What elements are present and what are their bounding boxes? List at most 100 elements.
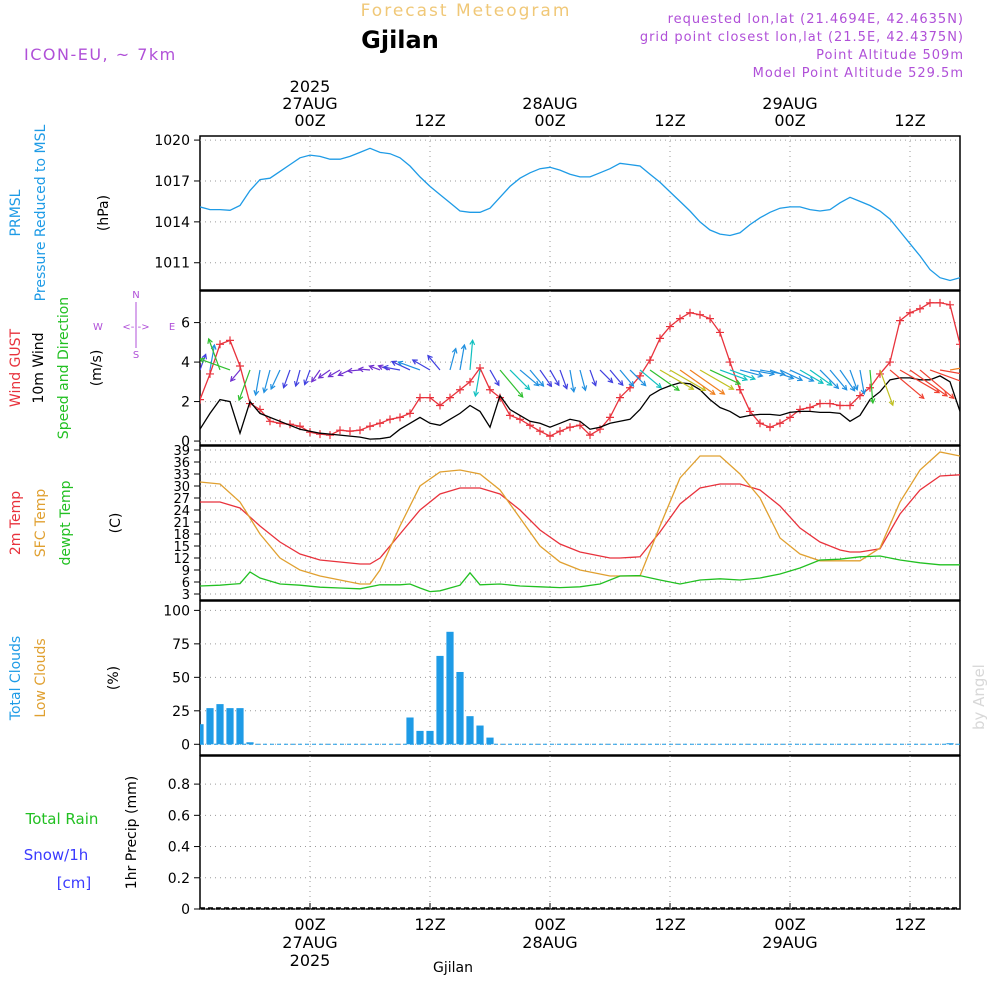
wind-arrow	[769, 369, 794, 380]
wind-arrow	[412, 359, 431, 371]
pressure-plot-area	[200, 147, 960, 282]
wind-arrow	[499, 369, 524, 398]
wind-arrow	[209, 344, 216, 371]
wind-arrow-head	[427, 354, 433, 361]
clouds-bar	[446, 631, 454, 745]
clouds-bar	[456, 671, 464, 745]
panels: 1011 1014 1017 1020 PRMSL Pressure Reduced to…	[8, 124, 961, 918]
wind-arrow	[709, 369, 741, 385]
wind-arrow	[238, 369, 251, 401]
wind-gust-marker	[716, 328, 724, 337]
wind-arrow	[318, 369, 331, 379]
wind-gust-marker	[776, 419, 784, 428]
wind-arrow	[369, 365, 381, 371]
wind-arrow-head	[524, 384, 531, 391]
compass-west: W	[93, 322, 103, 333]
wind-gust-marker	[856, 391, 864, 400]
wind-arrow	[719, 369, 748, 381]
wind-arrow	[619, 369, 634, 387]
clouds-ylabel-line: (%)	[106, 666, 122, 690]
wind-gust-marker	[566, 423, 574, 432]
wind-gust-marker	[666, 322, 674, 331]
wind-arrow	[459, 344, 466, 371]
wind-ylabel-line: Wind GUST	[8, 328, 24, 407]
panel-clouds: 0 25 50 75 100 Total Clouds Low Clouds (%)	[8, 600, 961, 756]
wind-arrow	[739, 369, 763, 377]
wind-arrow	[208, 338, 221, 371]
time-label-bottom: 12Z	[894, 915, 925, 934]
wind-arrow-head	[728, 384, 735, 390]
precip-ytick-label: 0.2	[168, 871, 190, 887]
time-label-bottom: 12Z	[414, 915, 445, 934]
wind-gust-marker	[676, 314, 684, 323]
clouds-bar	[436, 655, 444, 745]
wind-arrow-head	[591, 380, 598, 387]
panel-precip: 0 0.2 0.4 0.6 0.8 1hr Precip (mm) Total Rain Sn…	[24, 755, 961, 918]
precip-legend-line: Snow/1h	[24, 846, 89, 864]
precip-ylabel-line: 1hr Precip (mm)	[124, 776, 140, 889]
wind-arrow-head	[282, 382, 288, 389]
wind-gust-marker	[756, 419, 764, 428]
wind-gust-marker	[836, 401, 844, 410]
wind-gust-marker	[436, 401, 444, 410]
wind-arrow-head	[700, 385, 707, 391]
wind-arrow	[729, 369, 756, 380]
wind-arrow	[519, 369, 540, 387]
wind-arrow	[929, 369, 960, 382]
clouds-bar	[486, 737, 494, 745]
wind-arrow	[599, 369, 613, 383]
clouds-ytick-label: 50	[172, 670, 190, 686]
wind-gust-marker	[606, 413, 614, 422]
wind-gust-marker	[586, 431, 594, 440]
wind-gust-marker	[200, 395, 204, 404]
model-altitude: Model Point Altitude 529.5m	[753, 66, 964, 81]
precip-legend-line: Total Rain	[25, 810, 99, 828]
wind-arrow	[383, 366, 401, 371]
wind-arrow-head	[253, 390, 260, 397]
panel-pressure: 1011 1014 1017 1020 PRMSL Pressure Reduced to…	[8, 124, 961, 301]
wind-arrow-head	[941, 391, 949, 397]
pressure-ytick-label: 1011	[154, 256, 190, 272]
wind-arrow-head	[237, 395, 244, 402]
wind-ylabel-line: (m/s)	[89, 350, 105, 387]
wind-gust-marker	[926, 298, 934, 307]
wind-arrow	[449, 348, 457, 371]
wind-gust-marker	[906, 308, 914, 317]
wind-arrow	[909, 369, 948, 397]
wind-arrow	[779, 369, 803, 381]
temperature-ylabel-line: 2m Temp	[8, 491, 24, 555]
wind-gust-marker	[536, 427, 544, 436]
wind-arrow-head	[303, 379, 309, 386]
temperature-ytick-label: 39	[173, 444, 190, 459]
wind-arrow	[629, 369, 647, 387]
watermark: by Angel	[970, 664, 988, 730]
wind-arrow-head	[640, 380, 647, 387]
wind-gust-marker	[426, 393, 434, 402]
clouds-ylabel-line: Low Clouds	[33, 638, 49, 717]
wind-arrow-head	[377, 364, 384, 370]
temperature-ytick-label: 18	[173, 528, 190, 543]
wind-arrow-head	[337, 370, 344, 377]
wind-gust-marker	[826, 399, 834, 408]
clouds-bar	[406, 717, 414, 745]
wind-gust-marker	[376, 419, 384, 428]
clouds-bar	[946, 743, 954, 745]
wind-plot-area	[200, 298, 960, 441]
wind-arrow	[539, 369, 552, 387]
pressure-ylabel-line: (hPa)	[96, 195, 112, 231]
wind-arrow-head	[853, 384, 859, 391]
wind-arrow-head	[546, 381, 553, 388]
wind-gust-marker	[336, 426, 344, 435]
wind-arrow	[879, 369, 894, 406]
clouds-bar	[246, 742, 254, 745]
wind-arrow	[649, 369, 680, 391]
wind-arrow	[589, 369, 597, 386]
wind-gust-marker	[266, 417, 274, 426]
wind-gust-marker	[546, 432, 554, 441]
wind-gust-marker	[576, 421, 584, 430]
wind-gust-marker	[746, 407, 754, 416]
time-label-bottom: 00Z	[774, 915, 805, 934]
